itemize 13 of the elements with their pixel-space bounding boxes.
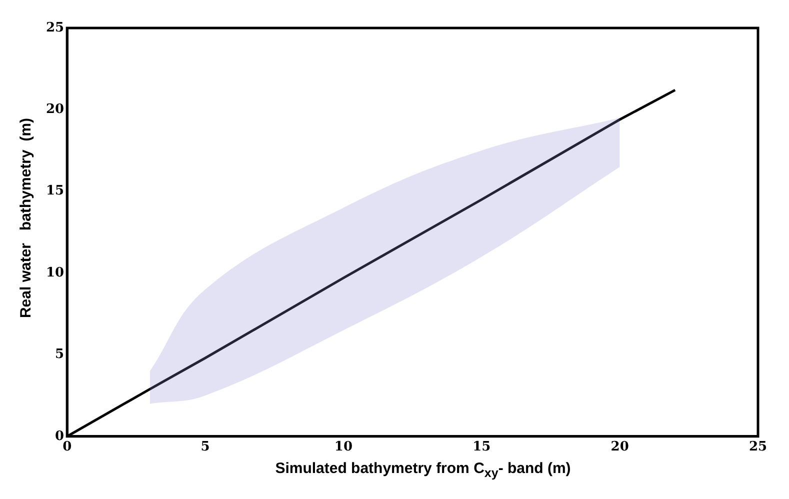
y-tick-label: 0 [55, 428, 64, 444]
x-tick-label: 25 [748, 440, 768, 455]
y-tick-label: 20 [46, 102, 64, 118]
x-axis-title: Simulated bathymetry from C$_{xy}$- band (m) [274, 460, 572, 480]
y-tick-label: 25 [46, 20, 64, 36]
y-tick-label: 15 [46, 184, 64, 199]
y-axis-title: Real water bathymetry (m) [18, 118, 34, 318]
x-tick-label: 10 [334, 440, 352, 455]
y-tick-label: 5 [55, 347, 64, 362]
y-tick-label: 10 [46, 265, 64, 280]
x-tick-label: 5 [200, 440, 210, 455]
x-tick-label: 20 [610, 440, 629, 455]
x-tick-label: 15 [472, 440, 491, 455]
